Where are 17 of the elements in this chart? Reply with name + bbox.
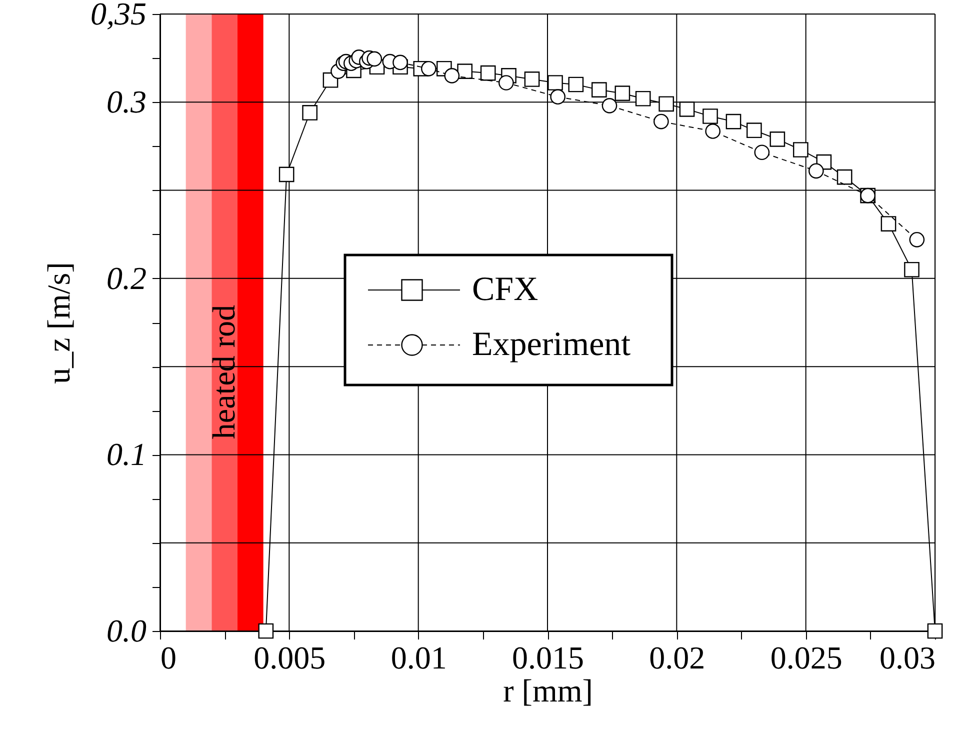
y-tick-label: 0.0 — [106, 612, 146, 648]
x-tick-label: 0.03 — [880, 640, 936, 676]
x-axis-title: r [mm] — [503, 672, 593, 708]
x-tick-label: 0.02 — [649, 640, 706, 676]
legend-label: CFX — [472, 271, 538, 308]
y-tick-label: 0.1 — [106, 436, 146, 472]
x-tick-label: 0.015 — [512, 640, 584, 676]
y-axis-title: u_z [m/s] — [40, 262, 76, 384]
x-tick-label: 0.005 — [254, 640, 326, 676]
x-tick-label: 0.01 — [390, 640, 447, 676]
band-label: heated rod — [206, 304, 242, 440]
x-tick-label: 0.025 — [770, 640, 842, 676]
y-tick-label: 0,35 — [90, 0, 146, 32]
y-tick-label: 0.3 — [106, 84, 146, 120]
y-tick-label: 0.2 — [106, 260, 146, 296]
legend-label: Experiment — [472, 326, 632, 363]
x-tick-label: 0 — [160, 640, 176, 676]
